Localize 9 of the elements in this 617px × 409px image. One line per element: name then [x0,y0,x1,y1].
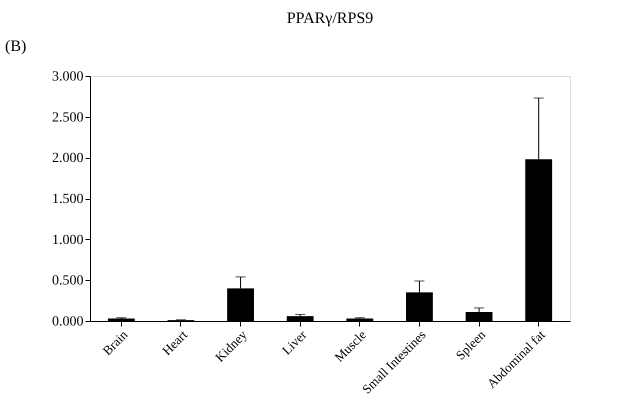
text: (B) [5,38,26,55]
chart-title: PPARγ/RPS9 [286,10,374,27]
y-tick-label: 3.000 [52,70,84,84]
y-tick-label: 1.000 [52,232,84,248]
y-tick-label: 0.000 [52,314,84,330]
y-tick-label: 2.500 [52,110,84,126]
y-tick-label: 1.500 [52,192,84,207]
y-tick-label: 0.500 [52,274,84,289]
y-tick-label: 2.000 [52,151,84,166]
